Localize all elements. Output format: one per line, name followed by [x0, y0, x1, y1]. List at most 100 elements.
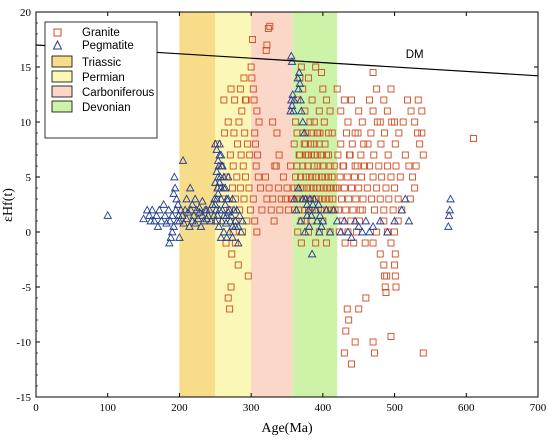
granite-point	[292, 173, 300, 181]
granite-point	[419, 349, 427, 357]
granite-point	[360, 140, 368, 148]
granite-point	[343, 305, 351, 313]
granite-point	[356, 206, 364, 214]
granite-point	[394, 195, 402, 203]
granite-point	[305, 151, 312, 159]
period-band-carboniferous	[251, 12, 293, 397]
dm-label: DM	[406, 49, 424, 61]
pegmatite-point	[216, 232, 226, 241]
granite-point	[312, 239, 320, 247]
pegmatite-point	[233, 238, 243, 247]
granite-point	[330, 162, 338, 170]
granite-point	[229, 162, 237, 170]
granite-point	[297, 63, 305, 71]
pegmatite-point	[231, 216, 240, 225]
granite-point	[376, 118, 384, 126]
period-band-triassic	[179, 12, 216, 397]
pegmatite-point	[195, 203, 204, 212]
granite-point	[254, 173, 262, 181]
pegmatite-point	[304, 205, 313, 214]
pegmatite-point	[187, 199, 197, 208]
granite-point	[319, 85, 327, 93]
granite-point	[241, 129, 249, 137]
pegmatite-point	[445, 205, 455, 214]
granite-point	[226, 305, 234, 313]
granite-point	[253, 107, 261, 115]
granite-point	[416, 140, 424, 148]
granite-point	[382, 184, 390, 192]
granite-point	[249, 85, 257, 93]
granite-point	[304, 162, 312, 170]
legend-swatch-carboniferous	[51, 85, 73, 98]
granite-point	[322, 195, 330, 203]
pegmatite-point	[225, 216, 235, 225]
granite-point	[333, 184, 341, 192]
granite-point	[411, 118, 419, 126]
granite-point	[367, 129, 375, 137]
pegmatite-point	[222, 232, 232, 241]
pegmatite-point	[298, 117, 308, 126]
legend-label-permian: Permian	[82, 72, 125, 84]
granite-point	[308, 96, 316, 104]
granite-point	[338, 195, 345, 203]
granite-point	[231, 96, 239, 104]
granite-point	[369, 239, 377, 247]
granite-point	[241, 96, 249, 104]
granite-point	[343, 173, 351, 181]
granite-point	[391, 140, 399, 148]
pegmatite-point	[176, 205, 186, 214]
granite-point	[391, 228, 399, 236]
granite-point	[353, 162, 361, 170]
pegmatite-point	[368, 221, 378, 230]
granite-point	[233, 173, 241, 181]
granite-point	[382, 289, 390, 296]
granite-point	[373, 228, 381, 236]
granite-point	[340, 162, 348, 170]
pegmatite-point	[178, 155, 188, 164]
granite-point	[245, 184, 253, 192]
pegmatite-point	[195, 207, 204, 216]
pegmatite-point	[186, 205, 196, 214]
pegmatite-point	[296, 106, 306, 115]
granite-point	[257, 184, 264, 192]
granite-point	[221, 129, 229, 137]
pegmatite-point	[314, 199, 323, 208]
granite-point	[342, 327, 350, 335]
pegmatite-point	[223, 172, 233, 181]
granite-point	[366, 96, 373, 104]
granite-point	[380, 206, 388, 214]
pegmatite-point	[103, 210, 113, 219]
granite-point	[236, 184, 244, 192]
y-tick-label: 10	[20, 117, 32, 129]
granite-point	[234, 140, 241, 148]
granite-point	[292, 118, 300, 126]
granite-point	[376, 195, 384, 203]
granite-point	[266, 22, 274, 30]
granite-point	[317, 69, 325, 76]
x-tick-label: 600	[458, 402, 475, 414]
pegmatite-point	[213, 155, 223, 164]
x-tick-label: 0	[33, 402, 39, 414]
granite-point	[270, 217, 278, 225]
granite-point	[243, 217, 251, 225]
granite-point	[391, 250, 399, 258]
pegmatite-point	[153, 221, 163, 230]
pegmatite-point	[288, 89, 298, 98]
granite-point	[314, 162, 322, 170]
pegmatite-point	[212, 194, 222, 203]
granite-point	[414, 96, 422, 104]
pegmatite-point	[165, 216, 175, 225]
granite-point	[375, 162, 383, 170]
granite-point	[320, 184, 328, 192]
granite-point	[371, 206, 378, 214]
granite-point	[366, 162, 373, 170]
granite-point	[316, 184, 324, 192]
pegmatite-point	[164, 205, 174, 214]
granite-point	[246, 206, 254, 214]
legend-label-granite: Granite	[82, 27, 120, 39]
pegmatite-point	[375, 216, 385, 225]
pegmatite-point	[218, 161, 227, 170]
legend-label-pegmatite: Pegmatite	[82, 40, 134, 52]
pegmatite-point	[232, 205, 242, 214]
